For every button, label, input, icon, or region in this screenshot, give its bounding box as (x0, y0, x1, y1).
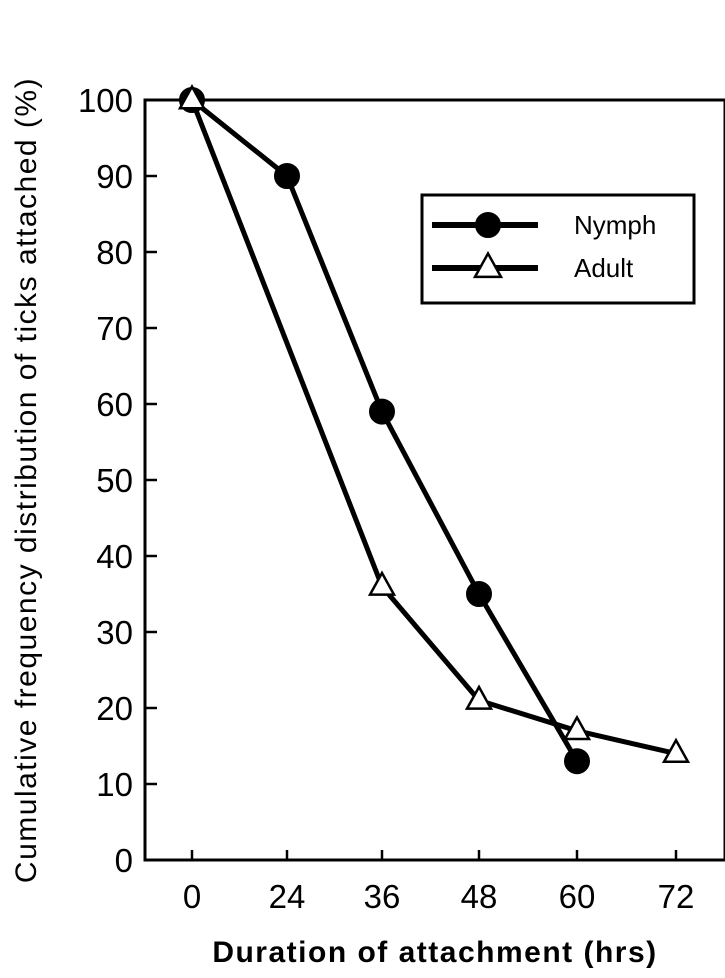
adult-point (177, 84, 207, 110)
nymph-legend-marker (475, 212, 501, 238)
y-tick-label: 90 (96, 158, 133, 195)
adult-point (464, 684, 494, 710)
y-tick-label: 70 (96, 310, 133, 347)
x-tick-label: 60 (559, 878, 596, 915)
adult-legend-marker (472, 250, 504, 279)
adult-legend-label: Adult (574, 253, 634, 283)
x-tick-label: 0 (183, 878, 201, 915)
x-axis-ticks: 0 24 36 48 60 72 (183, 850, 695, 915)
y-tick-label: 40 (96, 538, 133, 575)
x-axis-title: Duration of attachment (hrs) (212, 936, 657, 969)
y-axis-ticks: 0 10 20 30 40 50 60 70 80 90 100 (78, 82, 157, 879)
y-tick-label: 0 (115, 842, 133, 879)
nymph-point (274, 163, 300, 189)
nymph-legend-label: Nymph (574, 210, 656, 240)
y-tick-label: 20 (96, 690, 133, 727)
adult-point (367, 570, 397, 596)
x-tick-label: 36 (364, 878, 401, 915)
y-tick-label: 50 (96, 462, 133, 499)
adult-point (562, 714, 592, 741)
nymph-point (564, 748, 590, 775)
y-tick-label: 100 (78, 82, 133, 119)
nymph-point (466, 581, 492, 607)
legend: Nymph Adult (420, 193, 696, 305)
x-tick-label: 48 (461, 878, 498, 915)
nymph-point (369, 398, 395, 425)
y-tick-label: 30 (96, 614, 133, 651)
legend-items: Nymph Adult (432, 210, 656, 283)
legend-box (420, 193, 696, 305)
y-tick-label: 60 (96, 386, 133, 423)
series-layer (177, 84, 691, 775)
x-tick-label: 24 (269, 878, 306, 915)
y-axis-title: Cumulative frequency distribution of tic… (10, 77, 43, 883)
x-tick-label: 72 (658, 878, 695, 915)
adult-point (661, 737, 691, 764)
y-tick-label: 80 (96, 234, 133, 271)
y-tick-label: 10 (96, 766, 133, 803)
